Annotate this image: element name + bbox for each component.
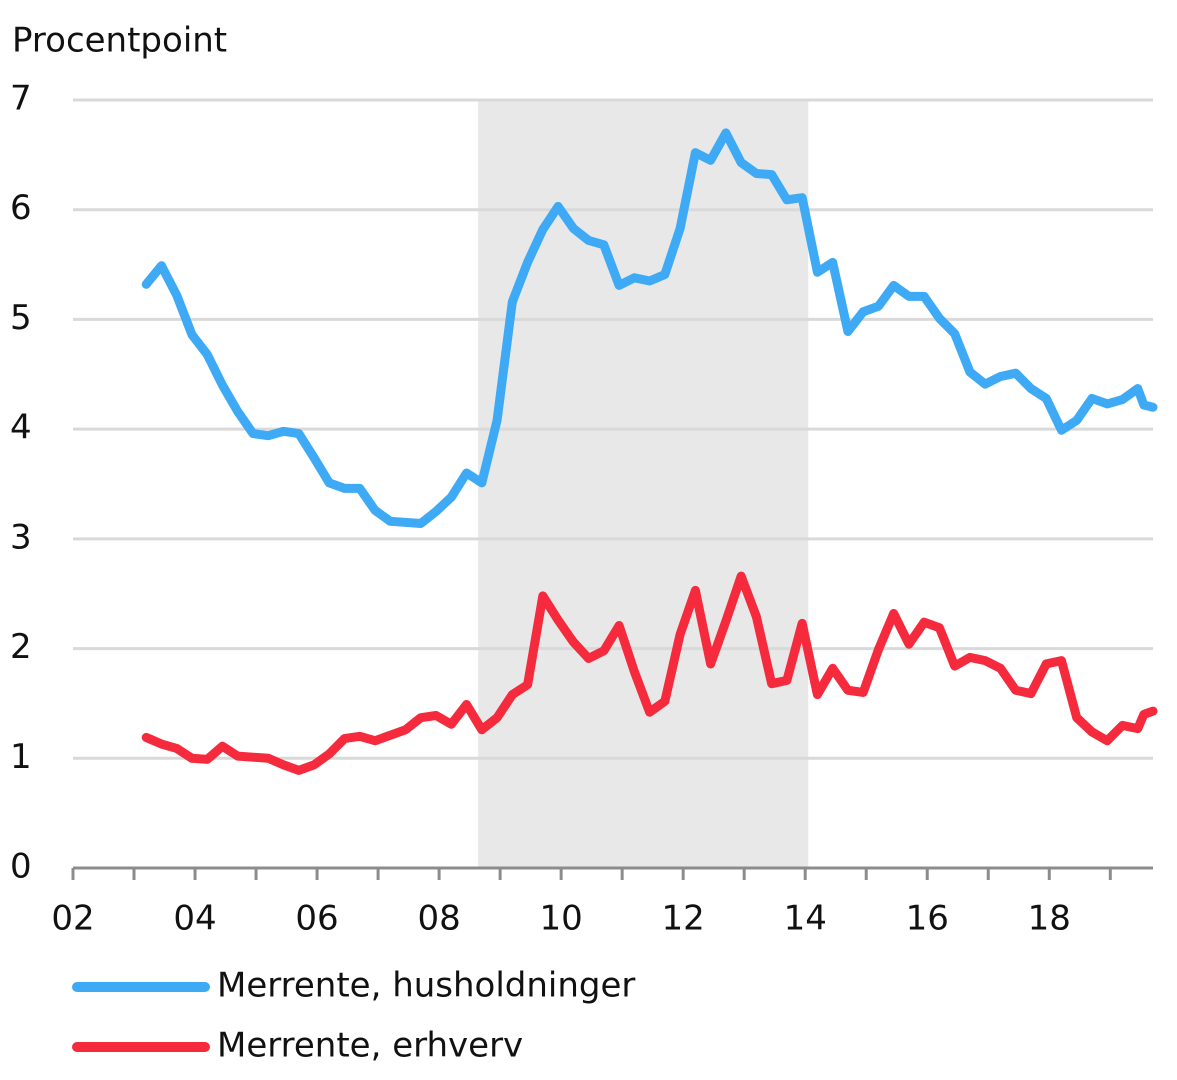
- x-tick-label: 02: [51, 899, 94, 939]
- legend-label: Merrente, husholdninger: [217, 966, 635, 1006]
- x-tick-label: 18: [1028, 899, 1071, 939]
- y-axis-label: Procentpoint: [12, 21, 227, 61]
- y-tick-label: 5: [10, 298, 32, 338]
- y-tick-label: 3: [10, 517, 32, 557]
- x-tick-label: 12: [662, 899, 705, 939]
- y-tick-label: 6: [10, 188, 32, 228]
- shaded-period: [478, 100, 809, 868]
- x-tick-label: 14: [784, 899, 827, 939]
- line-series: [141, 128, 1158, 528]
- x-tick-label: 04: [173, 899, 216, 939]
- x-tick-label: 10: [540, 899, 583, 939]
- y-tick-label: 2: [10, 627, 32, 667]
- y-tick-label: 7: [10, 79, 32, 119]
- x-tick-label: 06: [295, 899, 338, 939]
- legend-label: Merrente, erhverv: [217, 1026, 523, 1066]
- y-tick-label: 0: [10, 847, 32, 887]
- y-tick-label: 1: [10, 737, 32, 777]
- line-series: [141, 571, 1158, 775]
- y-tick-label: 4: [10, 408, 32, 448]
- x-tick-label: 08: [417, 899, 460, 939]
- x-tick-label: 16: [906, 899, 949, 939]
